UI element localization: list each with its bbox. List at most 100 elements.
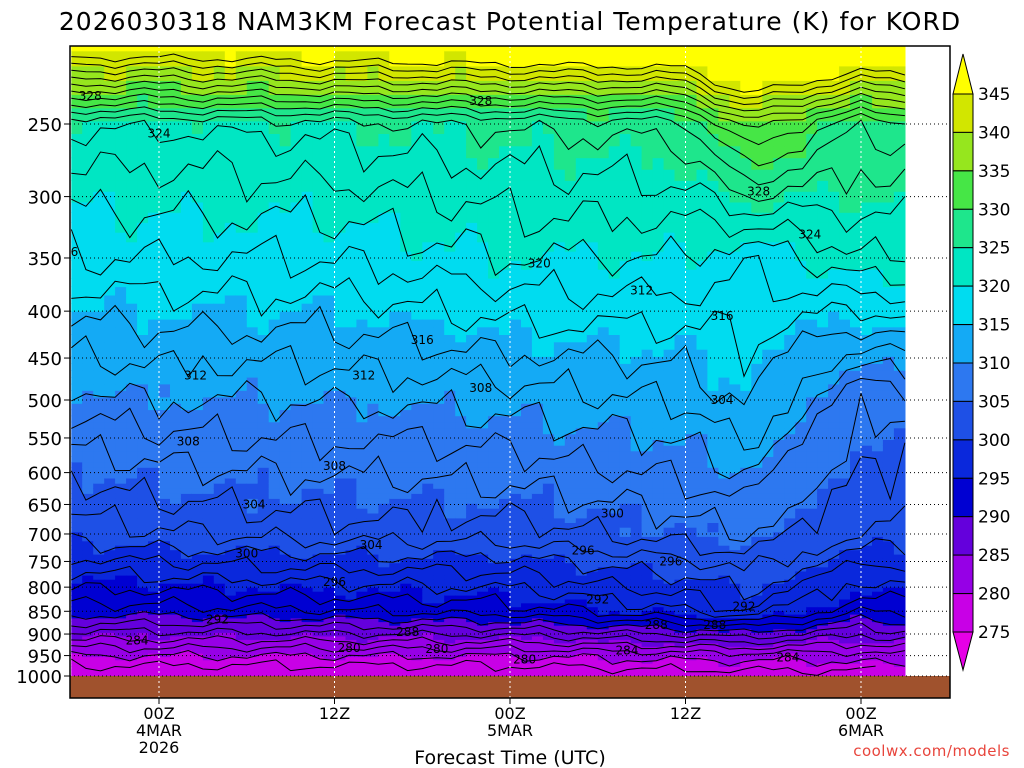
heatmap-cell — [93, 363, 105, 371]
heatmap-cell — [499, 527, 511, 533]
heatmap-cell — [202, 536, 215, 542]
heatmap-cell — [378, 477, 390, 484]
heatmap-cell — [323, 467, 336, 474]
heatmap-cell — [553, 356, 566, 364]
heatmap-cell — [389, 587, 401, 592]
heatmap-cell — [159, 269, 171, 279]
heatmap-cell — [553, 286, 566, 296]
heatmap-cell — [301, 433, 314, 440]
heatmap-cell — [455, 341, 467, 350]
heatmap-cell — [312, 326, 325, 335]
heatmap-cell — [180, 334, 193, 343]
heatmap-cell — [257, 133, 270, 147]
heatmap-cell — [301, 562, 314, 568]
heatmap-cell — [334, 553, 347, 559]
heatmap-cell — [104, 488, 116, 494]
heatmap-cell — [312, 566, 325, 572]
heatmap-cell — [159, 617, 171, 623]
heatmap-cell — [345, 120, 358, 134]
heatmap-cell — [148, 663, 160, 667]
heatmap-cell — [531, 232, 544, 243]
heatmap-cell — [553, 251, 566, 261]
heatmap-cell — [378, 598, 390, 604]
heatmap-cell — [224, 334, 237, 343]
heatmap-cell — [411, 456, 423, 463]
heatmap-cell — [553, 666, 566, 671]
heatmap-cell — [531, 513, 544, 519]
heatmap-cell — [301, 632, 314, 637]
heatmap-cell — [510, 583, 522, 588]
heatmap-cell — [389, 439, 401, 446]
heatmap-cell — [411, 632, 423, 637]
heatmap-cell — [126, 433, 138, 440]
heatmap-cell — [71, 356, 83, 364]
heatmap-cell — [575, 649, 588, 654]
heatmap-cell — [444, 403, 456, 411]
heatmap-cell — [71, 513, 83, 519]
heatmap-cell — [531, 672, 544, 677]
heatmap-cell — [191, 570, 204, 576]
heatmap-cell — [126, 363, 138, 371]
heatmap-cell — [433, 625, 445, 630]
heatmap-cell — [553, 503, 566, 509]
heatmap-cell — [191, 326, 204, 335]
heatmap-cell — [389, 659, 401, 664]
heatmap-cell — [488, 80, 500, 95]
heatmap-cell — [290, 579, 303, 584]
heatmap-cell — [433, 635, 445, 640]
heatmap-cell — [93, 635, 105, 640]
heatmap-cell — [126, 653, 138, 658]
heatmap-cell — [510, 94, 522, 109]
heatmap-cell — [455, 570, 467, 576]
heatmap-cell — [115, 377, 127, 385]
heatmap-cell — [115, 356, 127, 364]
heatmap-cell — [180, 212, 193, 223]
heatmap-cell — [477, 669, 489, 674]
heatmap-cell — [345, 558, 358, 564]
heatmap-cell — [71, 319, 83, 328]
heatmap-cell — [422, 260, 434, 270]
heatmap-cell — [82, 536, 94, 542]
heatmap-cell — [137, 621, 149, 626]
heatmap-cell — [246, 409, 259, 417]
heatmap-cell — [510, 591, 522, 596]
heatmap-cell — [553, 403, 566, 411]
heatmap-cell — [575, 493, 588, 499]
heatmap-cell — [104, 649, 116, 654]
heatmap-cell — [213, 531, 226, 537]
heatmap-cell — [510, 562, 522, 568]
heatmap-cell — [137, 439, 149, 446]
heatmap-cell — [115, 456, 127, 463]
heatmap-cell — [531, 421, 544, 429]
heatmap-cell — [170, 396, 182, 404]
heatmap-cell — [180, 409, 193, 417]
heatmap-cell — [521, 566, 533, 572]
heatmap-cell — [71, 527, 83, 533]
heatmap-cell — [290, 212, 303, 223]
heatmap-cell — [82, 180, 94, 192]
heatmap-cell — [444, 201, 456, 213]
heatmap-cell — [246, 349, 259, 357]
heatmap-cell — [290, 439, 303, 446]
heatmap-cell — [433, 669, 445, 674]
heatmap-cell — [93, 450, 105, 457]
heatmap-cell — [400, 606, 412, 611]
heatmap-cell — [268, 341, 281, 350]
heatmap-cell — [389, 212, 401, 223]
heatmap-cell — [389, 653, 401, 658]
heatmap-cell — [202, 157, 215, 170]
heatmap-cell — [499, 326, 511, 335]
heatmap-cell — [334, 653, 347, 658]
heatmap-cell — [104, 527, 116, 533]
heatmap-cell — [301, 269, 314, 279]
heatmap-cell — [411, 583, 423, 588]
heatmap-cell — [521, 575, 533, 580]
heatmap-cell — [170, 598, 182, 604]
heatmap-cell — [159, 649, 171, 654]
heatmap-cell — [400, 260, 412, 270]
heatmap-cell — [312, 498, 325, 504]
heatmap-cell — [575, 587, 588, 592]
heatmap-cell — [575, 222, 588, 233]
heatmap-cell — [521, 260, 533, 270]
